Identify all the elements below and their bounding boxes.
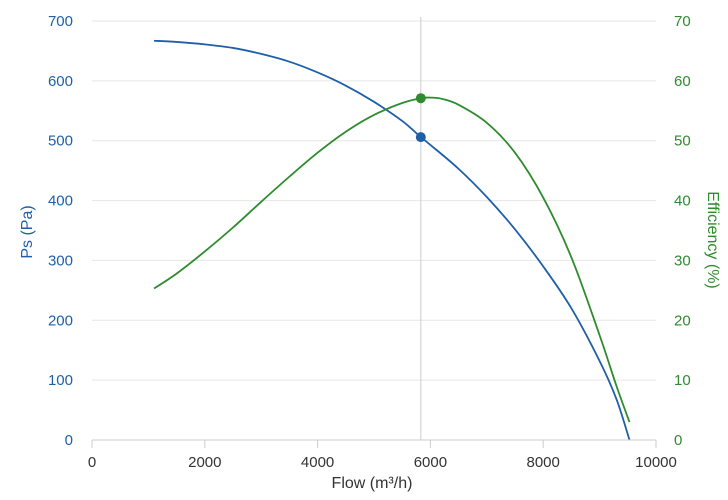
x-tick-label-1: 2000	[188, 454, 221, 471]
y-left-tick-label-6: 600	[48, 73, 73, 90]
y-axis-left: 0 100 200 300 400 500 600 700	[48, 13, 73, 449]
y-right-tick-label-0: 0	[674, 432, 682, 449]
y-right-tick-label-6: 60	[674, 73, 691, 90]
operating-point-markers	[415, 93, 426, 143]
y-right-tick-label-4: 40	[674, 193, 691, 210]
y-left-tick-label-2: 200	[48, 312, 73, 329]
y-right-tick-label-1: 10	[674, 372, 691, 389]
y-left-tick-label-4: 400	[48, 193, 73, 210]
y-axis-left-title: Ps (Pa)	[19, 205, 36, 258]
x-axis: 0 2000 4000 6000 8000 10000	[88, 439, 677, 471]
y-axis-right-title: Efficiency (%)	[704, 191, 721, 289]
y-left-tick-label-3: 300	[48, 252, 73, 269]
x-tick-label-4: 8000	[527, 454, 560, 471]
y-left-tick-label-1: 100	[48, 372, 73, 389]
x-tick-label-0: 0	[88, 454, 96, 471]
y-right-tick-label-7: 70	[674, 13, 691, 30]
y-axis-right: 0 10 20 30 40 50 60 70	[674, 13, 691, 449]
y-left-tick-label-7: 700	[48, 13, 73, 30]
pressure-curve	[153, 39, 631, 441]
y-right-tick-label-2: 20	[674, 312, 691, 329]
x-axis-title: Flow (m³/h)	[332, 475, 413, 492]
efficiency-curve	[153, 96, 631, 423]
gridlines	[92, 20, 656, 381]
x-tick-label-3: 6000	[414, 454, 447, 471]
efficiency-marker[interactable]	[415, 93, 426, 104]
y-right-tick-label-5: 50	[674, 133, 691, 150]
y-left-tick-label-0: 0	[65, 432, 73, 449]
y-left-tick-label-5: 500	[48, 133, 73, 150]
x-tick-label-5: 10000	[635, 454, 677, 471]
y-right-tick-label-3: 30	[674, 252, 691, 269]
x-tick-label-2: 4000	[301, 454, 334, 471]
pressure-marker[interactable]	[415, 132, 426, 143]
